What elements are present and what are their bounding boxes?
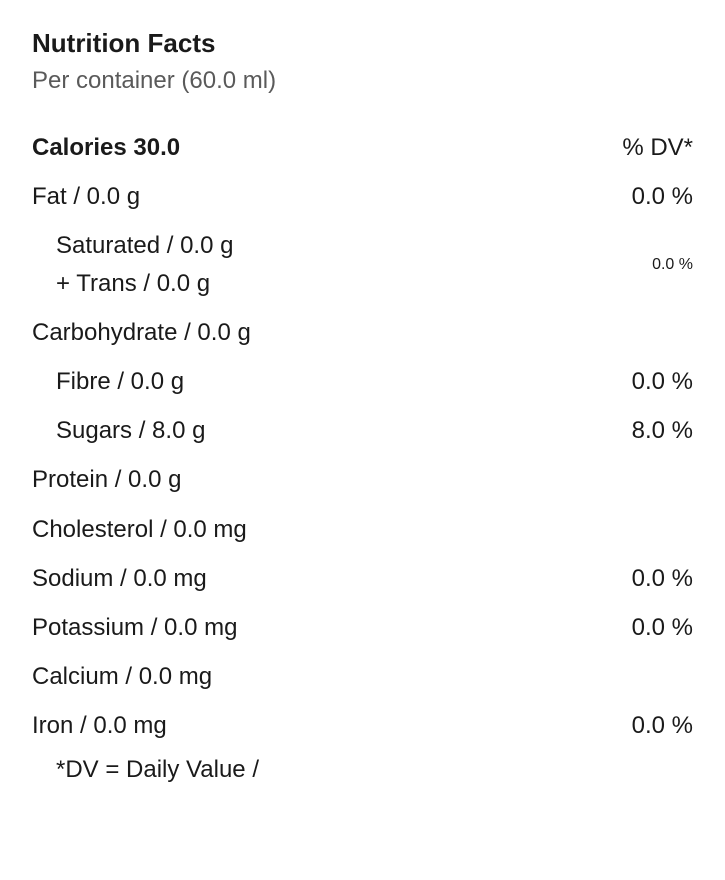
- iron-label: Iron / 0.0 mg: [32, 707, 167, 744]
- trans-label: + Trans / 0.0 g: [56, 265, 233, 302]
- row-protein: Protein / 0.0 g: [32, 455, 693, 504]
- calories-label: Calories 30.0: [32, 129, 180, 166]
- row-fibre: Fibre / 0.0 g 0.0 %: [32, 357, 693, 406]
- row-carbohydrate: Carbohydrate / 0.0 g: [32, 308, 693, 357]
- fibre-label: Fibre / 0.0 g: [32, 363, 184, 400]
- fat-label: Fat / 0.0 g: [32, 178, 140, 215]
- chol-label: Cholesterol / 0.0 mg: [32, 511, 247, 548]
- nutrition-facts-title: Nutrition Facts: [32, 28, 693, 59]
- row-sodium: Sodium / 0.0 mg 0.0 %: [32, 554, 693, 603]
- sugars-label: Sugars / 8.0 g: [32, 412, 205, 449]
- dv-footnote: *DV = Daily Value /: [32, 750, 693, 784]
- potassium-label: Potassium / 0.0 mg: [32, 609, 237, 646]
- calcium-label: Calcium / 0.0 mg: [32, 658, 212, 695]
- saturated-label: Saturated / 0.0 g: [56, 227, 233, 264]
- carb-label: Carbohydrate / 0.0 g: [32, 314, 251, 351]
- sugars-dv: 8.0 %: [632, 412, 693, 449]
- header-row: Calories 30.0 % DV*: [32, 123, 693, 172]
- sodium-dv: 0.0 %: [632, 560, 693, 597]
- fibre-dv: 0.0 %: [632, 363, 693, 400]
- sodium-label: Sodium / 0.0 mg: [32, 560, 207, 597]
- dv-header: % DV*: [622, 129, 693, 166]
- iron-dv: 0.0 %: [632, 707, 693, 744]
- serving-size: Per container (60.0 ml): [32, 67, 693, 95]
- row-fat: Fat / 0.0 g 0.0 %: [32, 172, 693, 221]
- fat-dv: 0.0 %: [632, 178, 693, 215]
- potassium-dv: 0.0 %: [632, 609, 693, 646]
- protein-label: Protein / 0.0 g: [32, 461, 181, 498]
- sat-trans-dv: 0.0 %: [652, 256, 693, 274]
- row-potassium: Potassium / 0.0 mg 0.0 %: [32, 603, 693, 652]
- row-saturated-trans: Saturated / 0.0 g + Trans / 0.0 g 0.0 %: [32, 221, 693, 307]
- row-calcium: Calcium / 0.0 mg: [32, 652, 693, 701]
- row-iron: Iron / 0.0 mg 0.0 %: [32, 701, 693, 750]
- row-cholesterol: Cholesterol / 0.0 mg: [32, 505, 693, 554]
- row-sugars: Sugars / 8.0 g 8.0 %: [32, 406, 693, 455]
